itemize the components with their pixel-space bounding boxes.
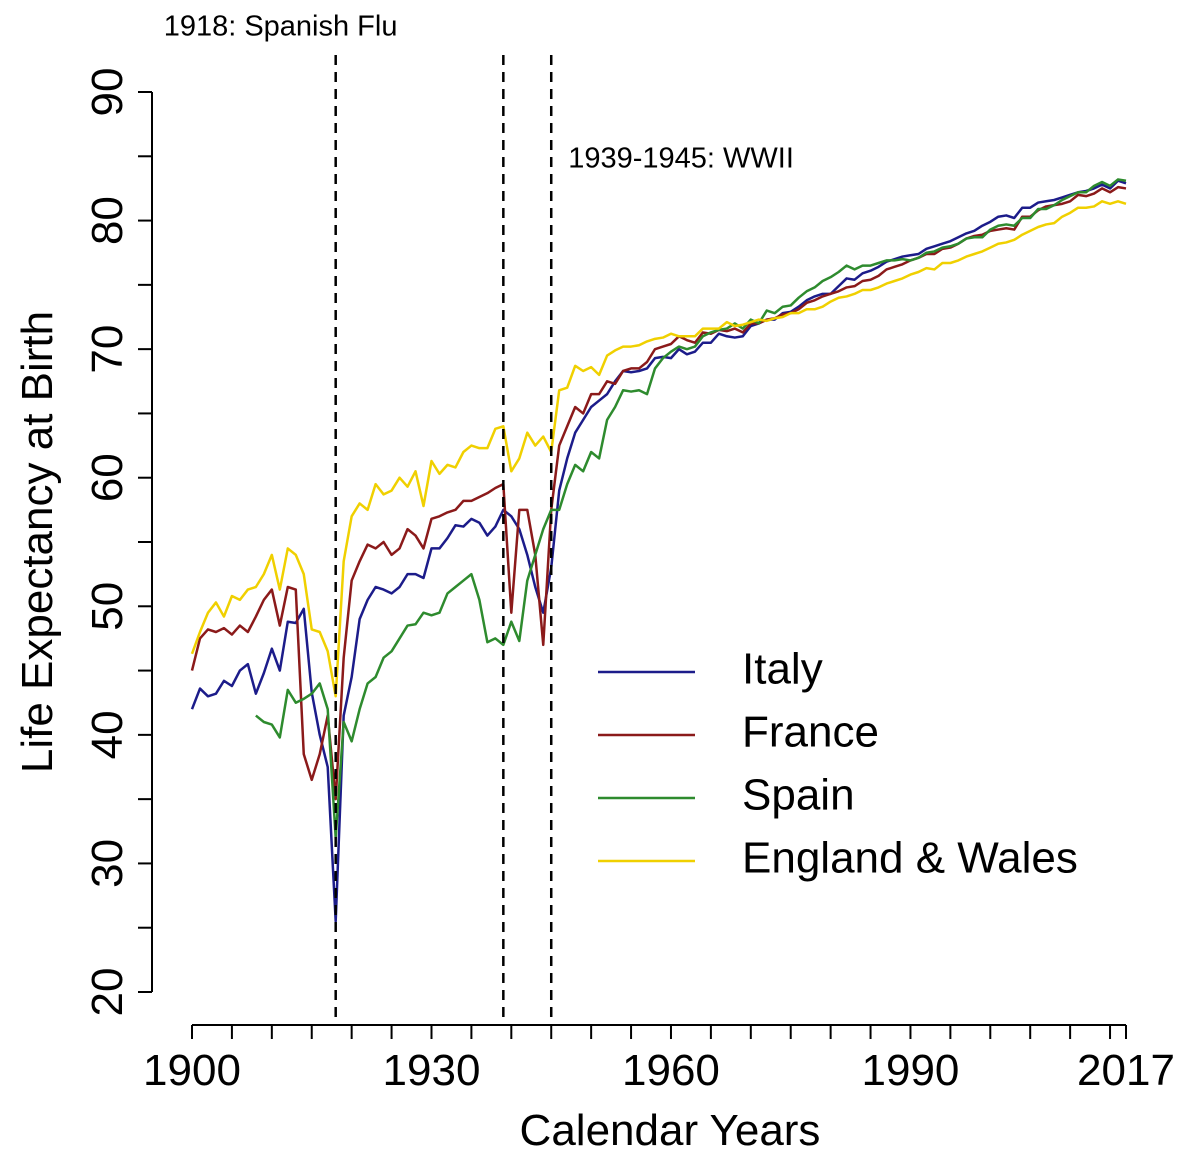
legend-label: England & Wales: [742, 834, 1078, 883]
x-axis-title: Calendar Years: [520, 1106, 821, 1155]
series-line: [190, 179, 1127, 923]
x-tick-label: 2017: [1077, 1046, 1175, 1095]
series-line: [190, 185, 1127, 801]
legend-label: Spain: [742, 771, 855, 820]
y-tick-label: 90: [83, 68, 132, 117]
x-tick-label: 1960: [622, 1046, 720, 1095]
annotation: 1918: Spanish Flu: [164, 11, 398, 43]
series-line: [190, 200, 1127, 698]
annotation: 1939-1945: WWII: [568, 143, 794, 175]
y-tick-label: 70: [83, 325, 132, 374]
y-tick-label: 50: [83, 582, 132, 631]
x-tick-label: 1930: [383, 1046, 481, 1095]
legend-label: Italy: [742, 645, 823, 694]
y-tick-label: 40: [83, 710, 132, 759]
series-line: [255, 178, 1127, 839]
x-tick-label: 1900: [143, 1046, 241, 1095]
y-tick-label: 20: [83, 968, 132, 1017]
y-axis-title: Life Expectancy at Birth: [13, 311, 62, 773]
x-tick-label: 1990: [862, 1046, 960, 1095]
legend-label: France: [742, 708, 879, 757]
y-tick-label: 30: [83, 839, 132, 888]
y-tick-label: 80: [83, 196, 132, 245]
y-tick-label: 60: [83, 453, 132, 502]
